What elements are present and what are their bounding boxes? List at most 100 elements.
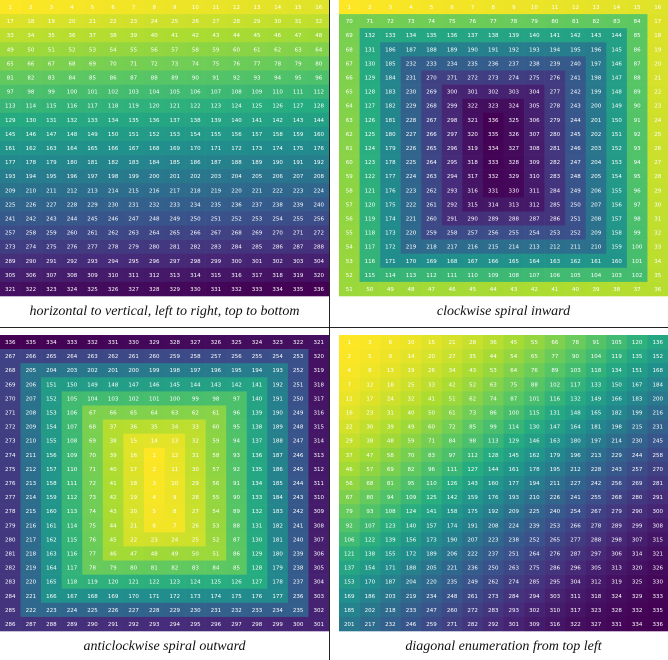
cell-number-diagonal: 313 bbox=[611, 566, 622, 572]
cell-diagonal bbox=[606, 349, 628, 364]
cell-horizontal bbox=[0, 56, 21, 71]
cell-spiral-out bbox=[185, 518, 206, 533]
cell-number-horizontal: 159 bbox=[293, 132, 304, 138]
cell-number-spiral-out: 105 bbox=[67, 396, 78, 402]
cell-number-horizontal: 286 bbox=[272, 245, 283, 251]
cell-spiral-in bbox=[339, 183, 360, 198]
cell-number-diagonal: 45 bbox=[510, 340, 517, 346]
cell-spiral-in bbox=[626, 155, 648, 170]
cell-diagonal bbox=[565, 433, 587, 449]
cell-number-diagonal: 17 bbox=[366, 396, 373, 402]
cell-number-diagonal: 118 bbox=[591, 368, 602, 374]
cell-diagonal bbox=[462, 405, 484, 420]
cell-number-spiral-in: 261 bbox=[426, 202, 437, 208]
cell-number-spiral-out: 177 bbox=[272, 594, 283, 600]
cell-number-spiral-out: 106 bbox=[67, 411, 78, 417]
cell-number-spiral-out: 274 bbox=[5, 453, 16, 459]
cell-number-spiral-out: 330 bbox=[128, 340, 139, 346]
cell-number-diagonal: 72 bbox=[449, 425, 456, 431]
cell-number-horizontal: 318 bbox=[272, 273, 283, 279]
cell-number-horizontal: 272 bbox=[313, 231, 324, 237]
cell-spiral-in bbox=[647, 56, 668, 71]
cell-spiral-out bbox=[287, 335, 309, 350]
cell-number-spiral-out: 85 bbox=[233, 566, 240, 572]
cell-number-diagonal: 110 bbox=[426, 481, 437, 487]
cell-number-spiral-in: 5 bbox=[430, 5, 434, 11]
cell-number-diagonal: 278 bbox=[591, 523, 602, 529]
cell-spiral-in bbox=[503, 155, 525, 170]
cell-diagonal bbox=[462, 518, 484, 533]
cell-horizontal bbox=[123, 98, 145, 114]
cell-spiral-in bbox=[359, 197, 381, 212]
cell-number-spiral-in: 277 bbox=[550, 90, 561, 96]
cell-spiral-in bbox=[585, 28, 607, 43]
cell-number-spiral-out: 26 bbox=[192, 523, 199, 529]
cell-spiral-out bbox=[308, 405, 329, 420]
cell-spiral-in bbox=[585, 98, 607, 114]
cell-spiral-in bbox=[441, 169, 463, 184]
cell-diagonal bbox=[524, 588, 545, 604]
cell-number-spiral-in: 304 bbox=[529, 90, 540, 96]
cell-horizontal bbox=[20, 253, 42, 269]
cell-number-horizontal: 89 bbox=[171, 76, 178, 82]
cell-number-horizontal: 128 bbox=[313, 104, 324, 110]
cell-diagonal bbox=[462, 391, 484, 406]
cell-number-spiral-out: 76 bbox=[89, 537, 96, 543]
cell-number-horizontal: 249 bbox=[170, 216, 181, 222]
cell-diagonal bbox=[524, 602, 545, 618]
cell-number-spiral-in: 272 bbox=[467, 76, 478, 82]
cell-number-spiral-out: 115 bbox=[67, 537, 78, 543]
cell-number-diagonal: 256 bbox=[611, 481, 622, 487]
cell-diagonal bbox=[626, 532, 648, 547]
cell-horizontal bbox=[143, 0, 165, 15]
cell-number-spiral-out: 69 bbox=[89, 439, 96, 445]
cell-number-diagonal: 207 bbox=[467, 537, 478, 543]
cell-spiral-in bbox=[441, 239, 463, 255]
cell-diagonal bbox=[339, 532, 360, 547]
cell-horizontal bbox=[205, 225, 227, 240]
cell-spiral-in bbox=[359, 155, 381, 170]
cell-number-diagonal: 162 bbox=[529, 453, 540, 459]
cell-number-spiral-in: 275 bbox=[529, 76, 540, 82]
cell-horizontal bbox=[246, 183, 268, 198]
cell-number-diagonal: 223 bbox=[488, 537, 499, 543]
cell-number-spiral-out: 162 bbox=[46, 537, 57, 543]
cell-spiral-in bbox=[421, 267, 443, 283]
cell-number-spiral-in: 28 bbox=[654, 174, 661, 180]
cell-number-spiral-in: 59 bbox=[346, 174, 353, 180]
cell-diagonal bbox=[400, 363, 422, 378]
cell-horizontal bbox=[246, 42, 268, 57]
cell-number-spiral-out: 32 bbox=[192, 439, 199, 445]
cell-spiral-out bbox=[226, 349, 248, 364]
cell-number-spiral-out: 335 bbox=[26, 340, 37, 346]
cell-number-horizontal: 174 bbox=[272, 146, 283, 152]
cell-diagonal bbox=[400, 377, 422, 392]
cell-number-horizontal: 35 bbox=[48, 33, 55, 39]
cell-spiral-out bbox=[123, 419, 145, 434]
cell-number-horizontal: 199 bbox=[128, 174, 139, 180]
cell-spiral-in bbox=[441, 0, 463, 15]
cell-number-horizontal: 188 bbox=[231, 160, 242, 166]
cell-horizontal bbox=[308, 14, 329, 29]
cell-number-spiral-in: 86 bbox=[634, 47, 641, 53]
cell-number-horizontal: 194 bbox=[26, 174, 37, 180]
cell-spiral-in bbox=[565, 183, 587, 198]
cell-number-spiral-in: 185 bbox=[385, 61, 396, 67]
cell-spiral-in bbox=[585, 140, 607, 156]
cell-spiral-out bbox=[164, 532, 186, 547]
cell-number-spiral-out: 284 bbox=[5, 594, 16, 600]
cell-horizontal bbox=[226, 197, 248, 212]
cell-number-diagonal: 259 bbox=[426, 622, 437, 628]
cell-spiral-out bbox=[123, 433, 145, 449]
cell-spiral-in bbox=[565, 267, 587, 283]
cell-number-diagonal: 175 bbox=[467, 509, 478, 515]
cell-number-spiral-out: 170 bbox=[128, 594, 139, 600]
cell-spiral-out bbox=[246, 475, 268, 491]
cell-diagonal bbox=[441, 532, 463, 547]
cell-number-diagonal: 248 bbox=[447, 594, 458, 600]
vertical-divider bbox=[329, 0, 330, 660]
cell-spiral-in bbox=[606, 14, 628, 29]
cell-diagonal bbox=[380, 588, 401, 604]
cell-number-diagonal: 193 bbox=[509, 495, 520, 501]
cell-spiral-in bbox=[503, 42, 525, 57]
